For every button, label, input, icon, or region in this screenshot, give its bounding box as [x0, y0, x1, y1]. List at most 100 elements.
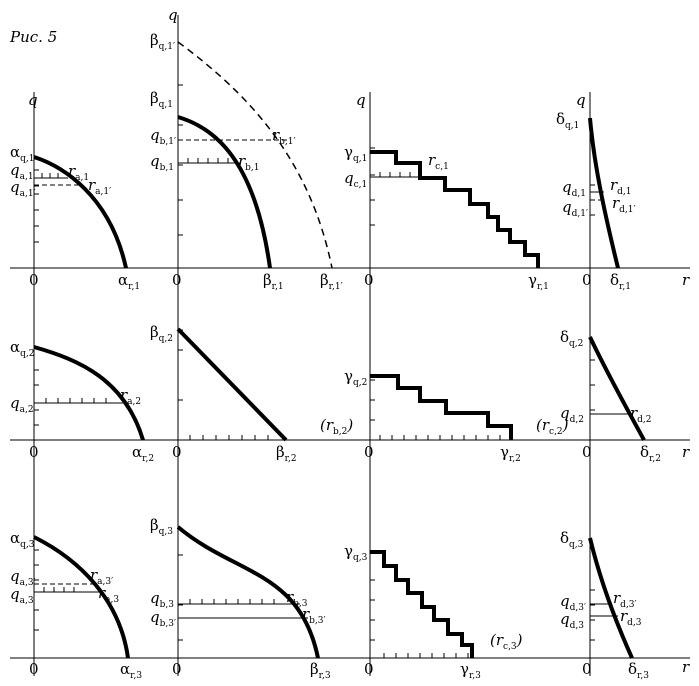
beta-q1-prime-label: βq,1′ — [150, 31, 175, 52]
symbol-subscript: r,1 — [619, 282, 631, 292]
symbol-main: γ — [344, 542, 353, 560]
symbol-subscript: c,1 — [435, 162, 449, 172]
q-axis-label: q — [576, 91, 586, 109]
symbol-subscript: b,3 — [293, 599, 308, 609]
symbol-subscript: q,1′ — [159, 42, 175, 52]
alpha-r3-label: αr,3 — [120, 660, 142, 681]
curve-d3 — [588, 537, 634, 659]
curve-c3 — [370, 550, 474, 658]
symbol-subscript: r,3 — [130, 671, 142, 681]
symbol-main: q — [150, 589, 160, 607]
symbol-main: q — [10, 178, 20, 196]
symbol-main: γ — [528, 271, 537, 289]
symbol-main: γ — [344, 143, 353, 161]
symbol-main: α — [10, 529, 20, 547]
symbol-subscript: d,3 — [627, 618, 642, 628]
symbol-subscript: q,1 — [353, 154, 367, 164]
symbol-main: q — [562, 178, 572, 196]
delta-q3-label: δq,3 — [560, 529, 584, 550]
curve-c2 — [370, 374, 513, 440]
symbol-subscript: a,3 — [105, 595, 119, 605]
symbol-subscript: q,3 — [20, 540, 35, 550]
symbol-main: γ — [344, 367, 353, 385]
r-axis-label: r — [682, 443, 690, 461]
symbol-main: q — [560, 592, 570, 610]
symbol-subscript: q,3 — [159, 527, 174, 537]
curve-b3 — [176, 525, 320, 659]
symbol-main: r — [302, 605, 310, 623]
delta-q1-label: δq,1 — [556, 110, 579, 131]
symbol-subscript: r,3 — [469, 671, 481, 681]
symbol-main: q — [560, 610, 570, 628]
gamma-r2-label: γr,2 — [500, 443, 521, 464]
symbol-main: r — [120, 386, 128, 404]
r-a3-prime-label: ra,3′ — [90, 566, 113, 587]
symbol-subscript: a,3′ — [97, 577, 113, 587]
symbol-subscript: b,1 — [245, 163, 259, 173]
q-b3-label: qb,3 — [150, 589, 174, 610]
symbol-subscript: b,2 — [333, 427, 347, 437]
symbol-subscript: q,2 — [569, 339, 583, 349]
r-axis-label: r — [682, 658, 690, 676]
symbol-main: q — [344, 169, 354, 187]
panel-a2 — [33, 345, 145, 441]
symbol-main: r — [610, 176, 618, 194]
symbol-main: γ — [460, 660, 469, 678]
r-c3-label: (rc,3) — [490, 631, 523, 652]
symbol-trailing: ) — [562, 416, 569, 434]
symbol-subscript: r,2 — [649, 454, 661, 464]
symbol-main: q — [560, 404, 570, 422]
symbol-subscript: d,2 — [570, 415, 584, 425]
symbol-subscript: a,1 — [20, 172, 34, 182]
gamma-q1-label: γq,1 — [344, 143, 367, 164]
gamma-q2-label: γq,2 — [344, 367, 367, 388]
origin-label: 0 — [29, 443, 39, 461]
symbol-main: δ — [560, 328, 569, 346]
symbol-subscript: d,1′ — [619, 205, 635, 215]
curve-a1 — [33, 155, 128, 269]
symbol-main: q — [562, 198, 572, 216]
q-c1-label: qc,1 — [344, 169, 367, 190]
symbol-main: β — [150, 516, 159, 534]
r-d1-prime-label: rd,1′ — [612, 194, 636, 215]
origin-label: 0 — [172, 443, 182, 461]
delta-r2-label: δr,2 — [640, 443, 661, 464]
labels: Рис. 5 q q q q r r r 0 0 0 0 0 0 0 0 0 0… — [9, 6, 690, 681]
q-d1-prime-label: qd,1′ — [562, 198, 588, 219]
panel-b1 — [177, 41, 333, 269]
symbol-main: δ — [560, 529, 569, 547]
r-b3-label: rb,3 — [286, 588, 308, 609]
origin-label: 0 — [364, 660, 374, 678]
symbol-subscript: a,3′ — [20, 578, 36, 588]
symbol-main: β — [263, 271, 272, 289]
r-a2-label: ra,2 — [120, 386, 141, 407]
symbol-main: r — [620, 607, 628, 625]
symbol-subscript: d,3′ — [570, 603, 586, 613]
symbol-main: q — [10, 585, 20, 603]
symbol-main: (r — [320, 416, 334, 434]
symbol-subscript: r,1 — [272, 282, 284, 292]
symbol-subscript: b,1 — [160, 163, 174, 173]
symbol-subscript: q,1 — [159, 100, 173, 110]
q-a2-label: qa,2 — [10, 394, 34, 415]
symbol-main: (r — [536, 416, 550, 434]
q-a1-prime-label: qa,1′ — [10, 178, 36, 199]
q-a1-label: qa,1 — [10, 161, 34, 182]
beta-r3-label: βr,3 — [310, 660, 331, 681]
panel-d1 — [588, 117, 620, 269]
symbol-main: r — [612, 194, 620, 212]
symbol-main: r — [613, 589, 621, 607]
symbol-main: α — [132, 443, 142, 461]
symbol-subscript: a,2 — [20, 405, 34, 415]
curve-c1 — [370, 150, 540, 268]
symbol-subscript: a,3 — [20, 596, 34, 606]
q-axis-label: q — [168, 6, 178, 24]
symbol-subscript: d,1 — [617, 187, 631, 197]
r-a3-label: ra,3 — [98, 584, 119, 605]
symbol-subscript: a,1′ — [95, 187, 111, 197]
symbol-subscript: a,1 — [75, 173, 89, 183]
gamma-r3-label: γr,3 — [460, 660, 481, 681]
alpha-r1-label: αr,1 — [118, 271, 140, 292]
q-a3-prime-label: qa,3′ — [10, 567, 36, 588]
panel-b2 — [176, 327, 288, 442]
